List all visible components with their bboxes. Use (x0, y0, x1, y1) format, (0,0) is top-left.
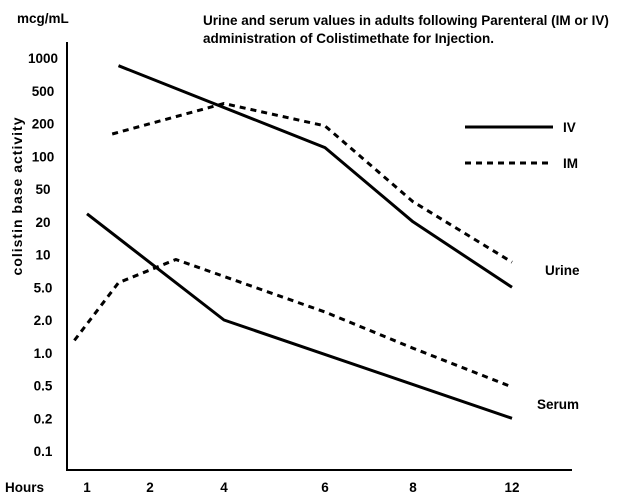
y-tick-label: 20 (35, 215, 50, 230)
x-tick-label: 6 (321, 480, 329, 494)
urine-curve-label: Urine (545, 263, 580, 278)
y-tick-label: 1000 (28, 51, 58, 66)
legend-im-label: IM (563, 156, 578, 171)
y-tick-label: 2.0 (34, 313, 53, 328)
x-tick-label: 4 (220, 480, 228, 494)
legend-iv-label: IV (563, 120, 576, 135)
y-tick-label: 1.0 (34, 346, 53, 361)
y-tick-label: 5.0 (34, 280, 53, 295)
y-tick-label: 0.5 (34, 379, 53, 394)
y-tick-label: 100 (32, 149, 55, 164)
x-tick-labels: 1 2 4 6 8 12 (83, 480, 519, 494)
y-axis-title: colistin base activity (9, 117, 25, 276)
x-tick-label: 8 (409, 480, 417, 494)
y-unit-label: mcg/mL (17, 11, 69, 26)
legend: IV IM (465, 120, 578, 171)
y-tick-label: 50 (35, 182, 50, 197)
y-tick-label: 500 (32, 84, 55, 99)
y-tick-labels: 1000 500 200 100 50 20 10 5.0 2.0 1.0 0.5 0.2 0.1 (28, 51, 58, 459)
serum-curve-label: Serum (537, 397, 579, 412)
data-lines (73, 64, 513, 420)
iv-serum-line (86, 212, 513, 420)
x-axis-title: Hours (5, 480, 44, 494)
x-tick-label: 1 (83, 480, 91, 494)
chart-title-line-1: Urine and serum values in adults followi… (203, 13, 609, 28)
y-tick-label: 0.1 (34, 444, 53, 459)
chart-title-line-2: administration of Colistimethate for Inj… (203, 31, 494, 46)
x-tick-label: 2 (146, 480, 154, 494)
im-urine-line (111, 102, 513, 264)
iv-urine-line (117, 64, 513, 289)
y-tick-label: 10 (35, 248, 50, 263)
y-tick-label: 200 (32, 117, 55, 132)
y-tick-label: 0.2 (34, 411, 53, 426)
im-serum-line (73, 258, 513, 389)
x-tick-label: 12 (504, 480, 519, 494)
